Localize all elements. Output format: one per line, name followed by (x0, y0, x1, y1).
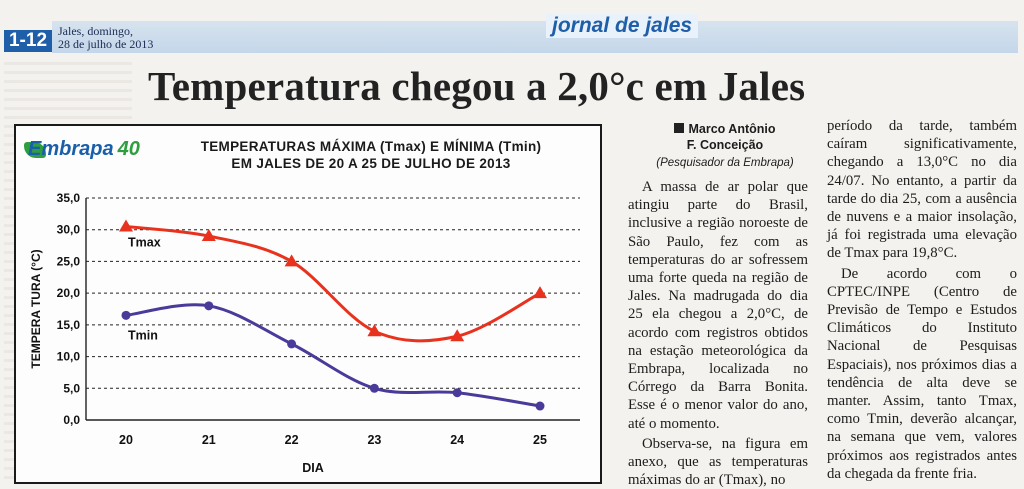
y-tick-label: 25,0 (57, 254, 81, 268)
masthead: jornal de jales (546, 14, 699, 38)
x-tick-label: 20 (119, 433, 133, 447)
x-tick-label: 25 (533, 433, 547, 447)
page-number: 1-12 (4, 30, 52, 52)
y-tick-label: 30,0 (57, 223, 81, 237)
data-point-tmax (533, 286, 547, 299)
dateline: Jales, domingo, 28 de julho de 2013 (58, 25, 153, 51)
chart-figure: Embrapa 40 TEMPERATURAS MÁXIMA (Tmax) E M… (14, 124, 602, 484)
dateline-date: 28 de julho de 2013 (58, 37, 154, 51)
y-tick-label: 20,0 (57, 286, 81, 300)
header-band (52, 21, 1018, 53)
author-role: (Pesquisador da Embrapa) (656, 157, 794, 169)
article-column-2: período da tarde, também caíram signific… (827, 117, 1017, 483)
y-tick-label: 5,0 (63, 381, 80, 395)
embrapa-leaf-icon (24, 141, 46, 158)
byline-square-icon (674, 123, 685, 133)
article-paragraph: De acordo com o CPTEC/INPE (Centro de Pr… (827, 265, 1017, 482)
x-tick-label: 24 (450, 433, 464, 447)
data-point-tmax (284, 254, 299, 267)
data-point-tmin (535, 401, 545, 411)
dateline-day: Jales, domingo, (58, 24, 133, 38)
data-point-tmax (201, 229, 216, 242)
page-header: 1-12 Jales, domingo, 28 de julho de 2013… (0, 0, 1024, 56)
data-point-tmin (204, 301, 214, 311)
byline: Marco Antônio F. Conceição (Pesquisador … (640, 121, 810, 171)
series-line-tmax (125, 225, 541, 343)
article-paragraph: Observa-se, na figura em anexo, que as t… (628, 435, 808, 489)
x-tick-label: 23 (367, 433, 381, 447)
data-point-tmax (450, 329, 465, 342)
data-point-tmin (369, 383, 379, 393)
chart-title-line-2: EM JALES DE 20 A 25 DE JULHO DE 2013 (231, 156, 511, 171)
y-axis-label: TEMPERA TURA (°C) (29, 249, 43, 368)
data-point-tmax (367, 324, 382, 337)
x-tick-label: 22 (285, 433, 299, 447)
article-paragraph: A massa de ar polar que atingiu parte do… (628, 179, 808, 432)
data-point-tmax (119, 219, 133, 232)
x-tick-label: 21 (202, 433, 216, 447)
y-tick-label: 35,0 (57, 191, 81, 205)
series-line-tmin (125, 303, 541, 408)
y-tick-label: 10,0 (57, 350, 81, 364)
series-label-tmax: Tmax (128, 236, 161, 250)
y-tick-label: 15,0 (57, 318, 81, 332)
line-chart: 0,0 5,0 10,0 15,0 20,0 25,0 30,0 35,0 20 21 22 23 24… (29, 191, 580, 475)
headline: Temperatura chegou a 2,0°c em Jales (148, 63, 806, 109)
logo-text: Embrapa (28, 138, 114, 160)
logo-40-years: 40 (117, 138, 140, 160)
y-tick-label: 0,0 (63, 413, 80, 427)
series-label-tmin: Tmin (128, 328, 158, 342)
chart-title: TEMPERATURAS MÁXIMA (Tmax) E MÍNIMA (Tmi… (156, 138, 586, 172)
chart-title-line-1: TEMPERATURAS MÁXIMA (Tmax) E MÍNIMA (Tmi… (200, 139, 542, 154)
embrapa-logo: Embrapa 40 (24, 138, 140, 161)
author-name-2: F. Conceição (686, 138, 764, 152)
article-column-1: A massa de ar polar que atingiu parte do… (628, 178, 808, 489)
data-point-tmin (287, 339, 297, 349)
author-name-1: Marco Antônio (688, 122, 776, 136)
article-paragraph: período da tarde, também caíram signific… (827, 118, 1017, 262)
x-axis-label: DIA (302, 461, 324, 475)
data-point-tmin (121, 310, 131, 320)
data-point-tmin (452, 388, 462, 398)
